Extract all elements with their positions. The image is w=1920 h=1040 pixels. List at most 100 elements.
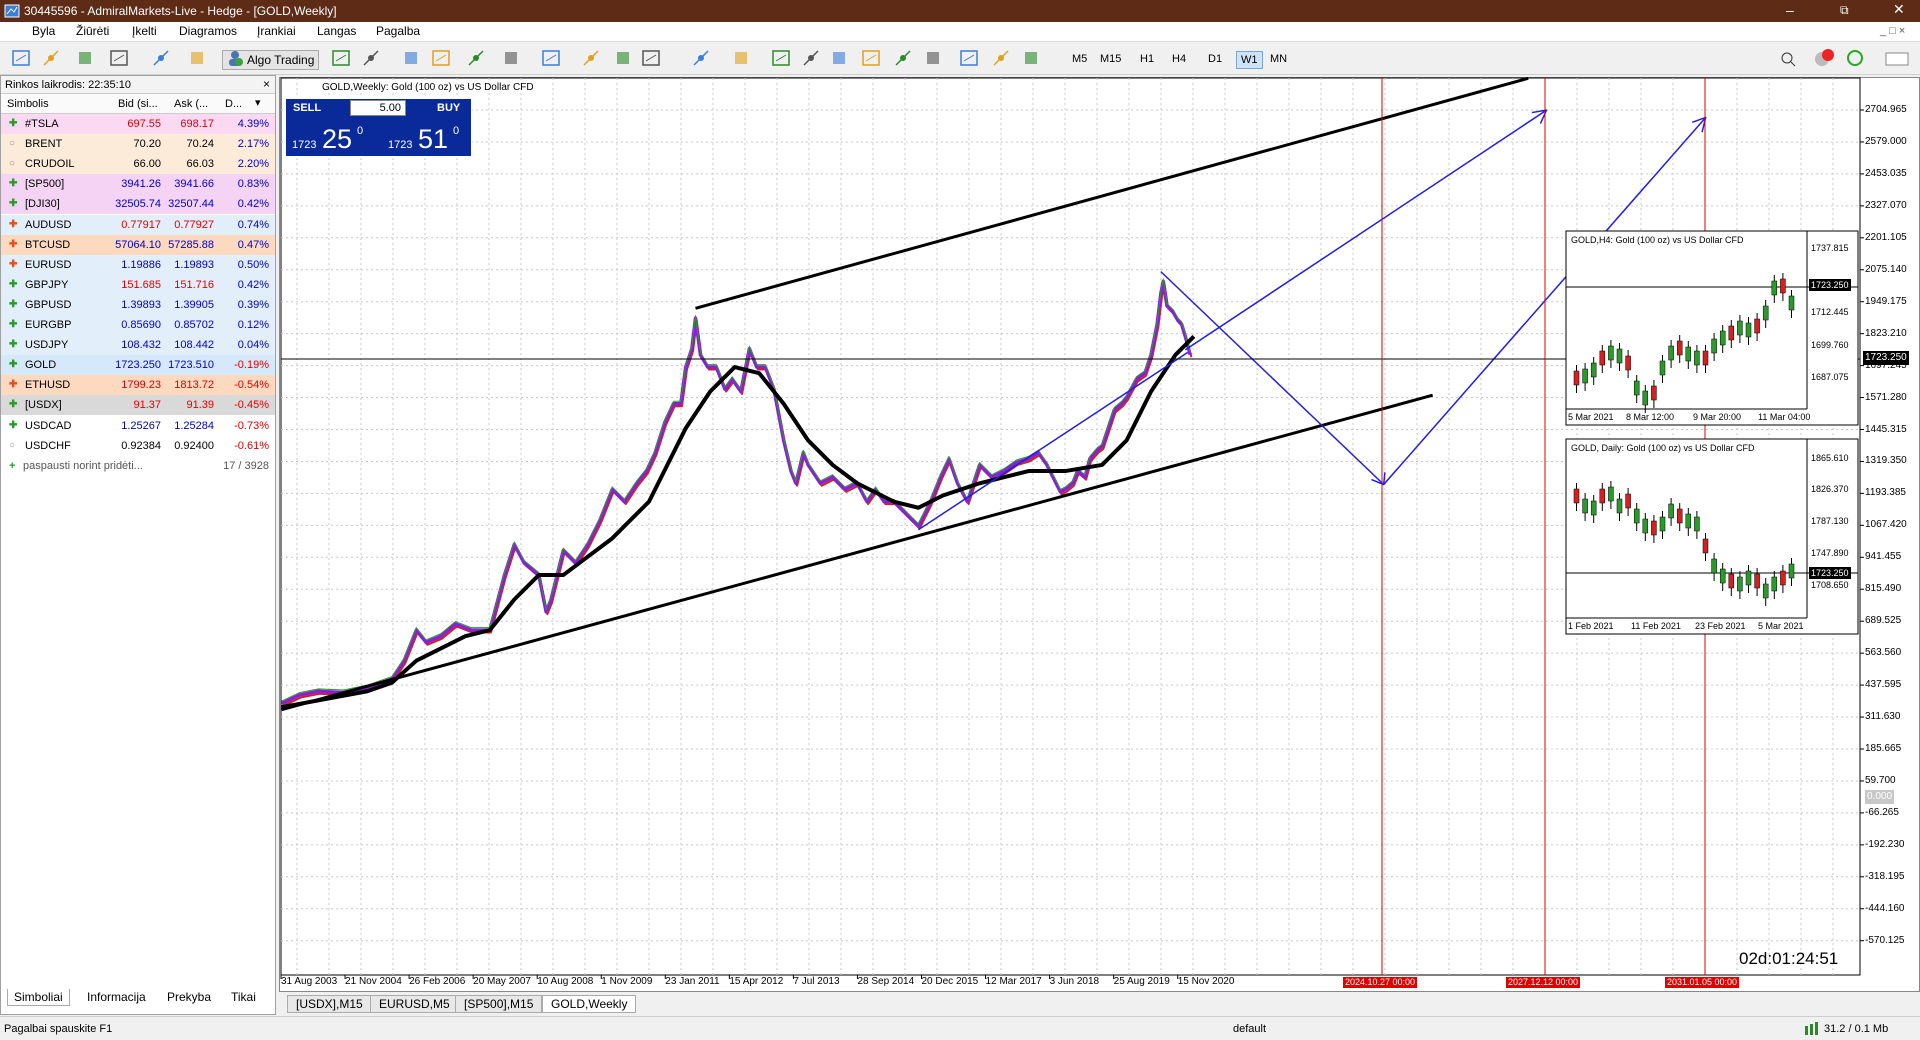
menu-item[interactable]: Langas bbox=[317, 24, 357, 38]
market-row[interactable] bbox=[1, 274, 275, 295]
market-row[interactable] bbox=[1, 415, 275, 436]
toolbar-icon[interactable] bbox=[40, 47, 62, 69]
candle-body bbox=[1694, 516, 1700, 532]
market-row[interactable] bbox=[1, 375, 275, 396]
menu-item[interactable]: Diagramos bbox=[179, 24, 238, 38]
buy-price-main: 51 bbox=[418, 124, 449, 154]
market-row[interactable] bbox=[1, 395, 275, 416]
candle-body bbox=[1702, 350, 1709, 366]
toolbar-icon[interactable] bbox=[540, 47, 562, 69]
market-row[interactable] bbox=[1, 154, 275, 175]
toolbar-icon[interactable] bbox=[580, 47, 602, 69]
timeframe-button[interactable]: H1 bbox=[1140, 53, 1155, 65]
toolbar-icon[interactable] bbox=[860, 47, 882, 69]
subchart-title: GOLD,H4: Gold (100 oz) vs US Dollar CFD bbox=[1571, 235, 1744, 245]
timeframe-button[interactable]: D1 bbox=[1208, 53, 1223, 65]
market-row[interactable] bbox=[1, 214, 275, 235]
row-icon: ✚ bbox=[9, 118, 18, 129]
candle-body bbox=[1633, 508, 1640, 524]
market-row[interactable] bbox=[1, 294, 275, 315]
status-help: Pagalbai spauskite F1 bbox=[4, 1023, 113, 1035]
candle-body bbox=[1702, 538, 1709, 554]
timeframe-button[interactable]: M5 bbox=[1072, 53, 1088, 65]
toolbar-icon[interactable] bbox=[690, 47, 712, 69]
menu-item[interactable]: Įkelti bbox=[132, 24, 157, 38]
chart-tab[interactable]: [SP500],M15 bbox=[455, 995, 543, 1013]
row-icon: ✚ bbox=[9, 399, 18, 411]
panel-tab[interactable]: Prekyba bbox=[167, 990, 212, 1004]
market-row[interactable] bbox=[1, 254, 275, 275]
price-label: 311.630 bbox=[1865, 711, 1901, 723]
toolbar-icon[interactable] bbox=[640, 47, 662, 69]
toolbar-icon[interactable] bbox=[74, 47, 96, 69]
close-button[interactable]: ✕ bbox=[1893, 1, 1905, 17]
toolbar-icon[interactable] bbox=[360, 47, 382, 69]
row-icon: ✚ bbox=[9, 359, 18, 371]
panel-tab[interactable]: Tikai bbox=[231, 990, 256, 1004]
symbol-count: 17 / 3928 bbox=[223, 459, 269, 472]
toolbar-icon[interactable] bbox=[800, 47, 822, 69]
market-row[interactable] bbox=[1, 234, 275, 255]
toolbar-icon[interactable] bbox=[108, 47, 130, 69]
toolbar-icon[interactable] bbox=[186, 47, 208, 69]
timeframe-button[interactable]: W1 bbox=[1236, 51, 1263, 69]
chart-tab[interactable]: GOLD,Weekly bbox=[542, 995, 637, 1013]
market-row[interactable] bbox=[1, 355, 275, 376]
panel-close[interactable]: × bbox=[263, 77, 271, 91]
candle-body bbox=[1771, 280, 1778, 296]
connection-icon bbox=[1805, 1022, 1818, 1035]
symbol: [DJI30] bbox=[25, 198, 60, 211]
toolbar-icon[interactable] bbox=[1020, 47, 1042, 69]
volume-input[interactable]: 5.00 bbox=[350, 100, 406, 116]
bid: 1.25267 bbox=[121, 419, 161, 432]
menu-item[interactable]: Pagalba bbox=[376, 24, 421, 38]
price-label: -192.230 bbox=[1865, 838, 1905, 850]
panel-tab[interactable]: Simboliai bbox=[7, 989, 70, 1006]
market-watch-header bbox=[1, 76, 275, 94]
toolbar-right-icons bbox=[1781, 49, 1909, 67]
menu-item[interactable]: Žiūrėti bbox=[76, 24, 110, 38]
toolbar-icon[interactable] bbox=[958, 47, 980, 69]
toolbar-icon[interactable] bbox=[922, 47, 944, 69]
toolbar-icon[interactable] bbox=[500, 47, 522, 69]
chart-tab[interactable]: EURUSD,M5 bbox=[370, 995, 459, 1013]
timeframe-button[interactable]: MN bbox=[1270, 53, 1288, 65]
market-row[interactable] bbox=[1, 114, 275, 135]
toolbar-icon[interactable] bbox=[150, 47, 172, 69]
row-icon: ✚ bbox=[9, 298, 18, 310]
toolbar-icon[interactable] bbox=[770, 47, 792, 69]
timeframe-button[interactable]: H4 bbox=[1172, 53, 1187, 65]
blue-trendline bbox=[918, 352, 1187, 529]
toolbar-icon[interactable] bbox=[990, 47, 1012, 69]
menu-item[interactable]: Byla bbox=[32, 24, 56, 38]
toolbar-icon[interactable] bbox=[828, 47, 850, 69]
menu-item[interactable]: Įrankiai bbox=[257, 24, 296, 38]
timeframe-button[interactable]: M15 bbox=[1100, 53, 1122, 65]
chart-tab[interactable]: [USDX],M15 bbox=[287, 995, 372, 1013]
toolbar-icon[interactable] bbox=[730, 47, 752, 69]
market-row[interactable] bbox=[1, 335, 275, 356]
toolbar-icon[interactable] bbox=[612, 47, 634, 69]
candle-body bbox=[1668, 503, 1674, 519]
algo-trading-button[interactable]: Algo Trading bbox=[222, 50, 320, 70]
price-label: 815.490 bbox=[1865, 583, 1902, 595]
toolbar-icon[interactable] bbox=[400, 47, 422, 69]
toolbar-icon[interactable] bbox=[10, 47, 32, 69]
date-label: 15 Nov 2020 bbox=[1177, 976, 1235, 987]
market-row[interactable] bbox=[1, 315, 275, 336]
price-label: 437.595 bbox=[1865, 679, 1902, 691]
market-row[interactable] bbox=[1, 435, 275, 456]
toolbar-icon[interactable] bbox=[465, 47, 487, 69]
restore-button[interactable]: ⧉ bbox=[1840, 3, 1849, 17]
toolbar-icon[interactable] bbox=[330, 47, 352, 69]
price-label: 2201.105 bbox=[1865, 231, 1907, 243]
toolbar-icon[interactable] bbox=[892, 47, 914, 69]
minimize-button[interactable]: – bbox=[1786, 2, 1794, 18]
panel-tab[interactable]: Informacija bbox=[87, 990, 146, 1004]
child-window-controls[interactable]: _ □ × bbox=[1880, 25, 1906, 37]
market-row[interactable] bbox=[1, 194, 275, 215]
market-row[interactable] bbox=[1, 134, 275, 155]
market-row[interactable] bbox=[1, 174, 275, 195]
marker-date-label: 2027.12.12 00:00 bbox=[1506, 977, 1581, 988]
toolbar-icon[interactable] bbox=[430, 47, 452, 69]
